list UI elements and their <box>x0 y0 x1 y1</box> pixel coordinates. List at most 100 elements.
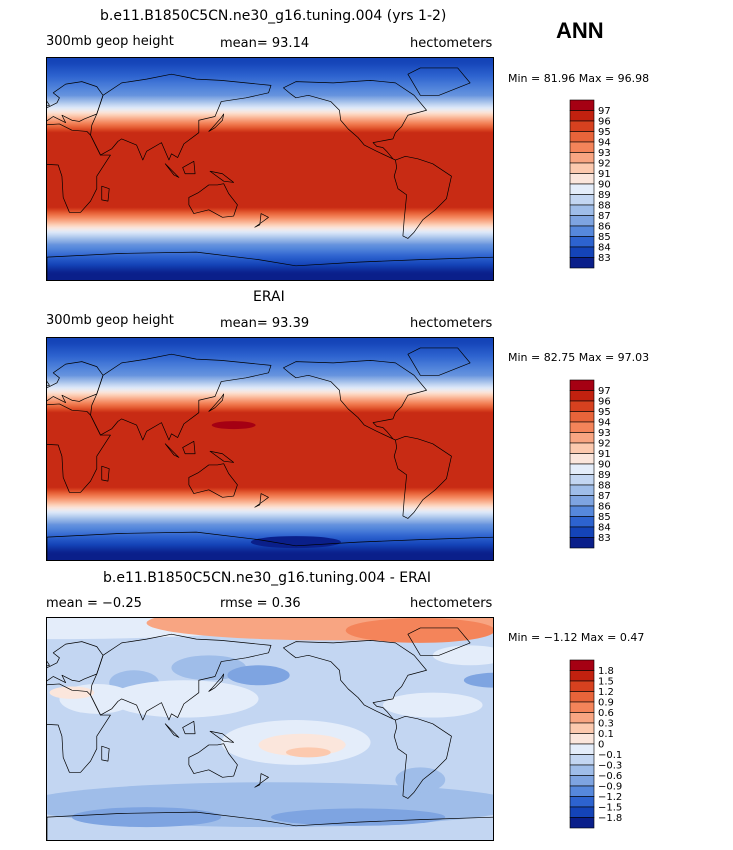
colorbar-swatch <box>569 204 595 216</box>
colorbar-tick-label: −0.1 <box>598 750 622 761</box>
coastline <box>182 160 196 175</box>
coastline <box>47 641 104 684</box>
colorbar-swatch <box>569 215 595 227</box>
coastline <box>188 463 238 498</box>
colorbar-tick-label: 95 <box>598 407 611 418</box>
colorbar-swatch <box>569 712 595 724</box>
panel-diff-units-label: hectometers <box>410 596 493 611</box>
colorbar-swatch <box>569 526 595 538</box>
coastline <box>47 403 111 493</box>
colorbar-tick-label: 88 <box>598 481 611 492</box>
colorbar-swatch <box>569 131 595 143</box>
coastline <box>393 155 452 239</box>
panel-model-variable-label: 300mb geop height <box>46 34 174 49</box>
colorbar-swatch <box>569 754 595 766</box>
colorbar-swatch <box>569 691 595 703</box>
colorbar-tick-label: 83 <box>598 533 611 544</box>
coastline <box>188 183 238 218</box>
coastline <box>182 720 196 735</box>
panel-model-title: b.e11.B1850C5CN.ne30_g16.tuning.004 (yrs… <box>100 8 447 24</box>
colorbar-swatch <box>569 236 595 248</box>
panel-diff-colorbar: 1.8 1.5 1.2 0.9 0.6 0.3 0.1 0 −0.1 −0.3 −0.6 −0.9 −1… <box>569 659 630 830</box>
coastline <box>101 745 110 762</box>
coastline <box>208 393 225 412</box>
colorbar-tick-label: 89 <box>598 190 611 201</box>
coastline <box>101 465 110 482</box>
contour-region <box>395 767 446 793</box>
colorbar-tick-label: 0.3 <box>598 719 614 730</box>
colorbar-tick-label: 88 <box>598 201 611 212</box>
contour-region <box>227 665 290 686</box>
colorbar-swatch <box>569 257 595 269</box>
coastline <box>101 185 110 202</box>
coastline <box>407 627 471 656</box>
coastline <box>47 251 493 280</box>
colorbar-swatch <box>569 670 595 682</box>
colorbar-swatch <box>569 379 595 391</box>
coastline <box>188 743 238 778</box>
coastline <box>407 347 471 376</box>
coastline <box>164 723 180 738</box>
coastline <box>47 81 104 124</box>
colorbar-tick-label: 87 <box>598 211 611 222</box>
colorbar-swatch <box>569 495 595 507</box>
colorbar-tick-label: 97 <box>598 386 611 397</box>
panel-diff-minmax: Min = −1.12 Max = 0.47 <box>508 631 645 644</box>
colorbar-swatch <box>569 141 595 153</box>
contour-region <box>171 655 247 681</box>
colorbar-tick-label: 0.9 <box>598 698 614 709</box>
contour-region <box>49 686 95 699</box>
panel-model-map <box>46 57 494 281</box>
colorbar-swatch <box>569 484 595 496</box>
panel-obs-minmax: Min = 82.75 Max = 97.03 <box>508 351 650 364</box>
panel-obs-variable-label: 300mb geop height <box>46 313 174 328</box>
coastline <box>209 450 235 463</box>
panel-model-mean-label: mean= 93.14 <box>220 36 310 51</box>
colorbar-swatch <box>569 516 595 528</box>
colorbar-swatch <box>569 246 595 258</box>
colorbar-swatch <box>569 680 595 692</box>
contour-region <box>345 618 493 643</box>
colorbar-swatch <box>569 173 595 185</box>
colorbar-tick-label: 85 <box>598 232 611 243</box>
map-svg <box>47 618 493 840</box>
coastline <box>407 67 471 96</box>
colorbar-swatch <box>569 764 595 776</box>
colorbar-tick-label: −1.5 <box>598 803 622 814</box>
panel-obs-title: ERAI <box>253 289 285 305</box>
colorbar-swatch <box>569 225 595 237</box>
colorbar-tick-label: 85 <box>598 512 611 523</box>
colorbar-tick-label: −0.6 <box>598 771 622 782</box>
colorbar-tick-label: −0.9 <box>598 782 622 793</box>
coastline <box>182 440 196 455</box>
colorbar-swatch <box>569 411 595 423</box>
colorbar-tick-label: 96 <box>598 117 611 128</box>
contour-region <box>432 645 493 666</box>
colorbar-swatch <box>569 442 595 454</box>
contour-region <box>271 808 446 826</box>
colorbar-swatch <box>569 120 595 132</box>
colorbar-tick-label: 1.5 <box>598 677 614 688</box>
panel-obs-mean-label: mean= 93.39 <box>220 316 310 331</box>
colorbar-swatch <box>569 110 595 122</box>
colorbar-tick-label: 84 <box>598 523 611 534</box>
colorbar-tick-label: 86 <box>598 222 611 233</box>
coastline <box>209 730 235 743</box>
contour-region <box>383 692 483 718</box>
colorbar-swatch <box>569 722 595 734</box>
colorbar-swatch <box>569 99 595 111</box>
coastline <box>47 361 104 404</box>
colorbar-tick-label: 93 <box>598 148 611 159</box>
colorbar-svg: 1.81.51.20.90.60.30.10−0.1−0.3−0.6−0.9−1… <box>569 659 622 829</box>
panel-model-colorbar: 97 96 95 94 93 92 91 90 89 88 87 86 85 84 83 <box>569 99 630 270</box>
colorbar-tick-label: −0.3 <box>598 761 622 772</box>
season-label: ANN <box>556 18 604 43</box>
coastline <box>164 163 180 178</box>
coastline <box>47 811 493 840</box>
panel-diff-rmse-label: rmse = 0.36 <box>220 596 301 611</box>
panel-diff-map <box>46 617 494 841</box>
coastline <box>164 443 180 458</box>
colorbar-swatch <box>569 659 595 671</box>
colorbar-swatch <box>569 775 595 787</box>
